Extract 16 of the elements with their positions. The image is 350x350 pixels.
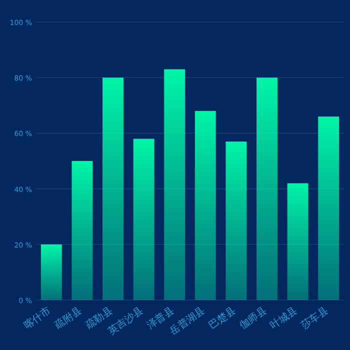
x-tick-label: 巴楚县 [206, 304, 238, 332]
bar [287, 183, 308, 300]
bar [133, 138, 154, 300]
bar [102, 78, 124, 300]
x-tick-label: 疏附县 [52, 304, 84, 332]
bar [164, 69, 186, 300]
bar [194, 110, 216, 300]
x-tick-label: 伽师县 [237, 304, 269, 332]
bar [40, 244, 62, 300]
bar [256, 78, 278, 300]
x-tick-label: 叶城县 [268, 304, 300, 332]
bar [72, 161, 93, 300]
bar [318, 116, 340, 300]
x-tick-label: 喀什市 [22, 304, 54, 332]
bar [226, 142, 247, 300]
x-tick-label: 莎车县 [298, 304, 330, 332]
